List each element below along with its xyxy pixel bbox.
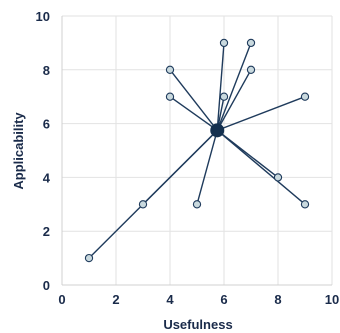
grid [62, 15, 333, 285]
x-tick-label: 0 [58, 292, 65, 307]
data-point [273, 173, 283, 182]
y-tick-label: 10 [36, 9, 50, 24]
x-tick-label: 6 [220, 292, 227, 307]
spoke-line [196, 130, 218, 205]
data-point [138, 200, 148, 209]
x-tick-label: 10 [325, 292, 339, 307]
spoke-line [216, 96, 306, 131]
y-tick-label: 0 [43, 278, 50, 293]
data-point [219, 92, 229, 101]
spoke-line [169, 96, 218, 131]
center-point [210, 123, 225, 138]
spokes [88, 42, 306, 259]
data-point [219, 38, 229, 48]
x-tick-label: 8 [274, 292, 281, 307]
data-point [300, 200, 310, 209]
y-axis-label: Applicability [11, 112, 26, 190]
x-axis-label: Usefulness [163, 317, 232, 332]
data-point [165, 92, 175, 101]
y-tick-label: 8 [43, 63, 50, 78]
x-tick-label: 2 [112, 292, 119, 307]
y-tick-label: 6 [43, 117, 50, 132]
spoke-line [216, 42, 225, 131]
spoke-line [216, 42, 252, 131]
x-tick-label: 4 [166, 292, 174, 307]
data-point [192, 200, 202, 209]
spoke-line [142, 129, 218, 205]
data-point [84, 253, 94, 263]
spoke-line [169, 69, 218, 131]
tick-labels: 0 2 4 6 8 10 0 2 4 6 8 10 [36, 9, 340, 307]
y-tick-label: 2 [43, 224, 50, 239]
data-point [246, 38, 256, 48]
data-point [246, 65, 256, 74]
points [84, 38, 310, 263]
y-tick-label: 4 [43, 170, 51, 185]
data-point [165, 65, 175, 74]
data-point [300, 92, 310, 101]
axes [61, 16, 332, 286]
spoke-line [216, 69, 252, 131]
spoke-line [216, 129, 306, 205]
